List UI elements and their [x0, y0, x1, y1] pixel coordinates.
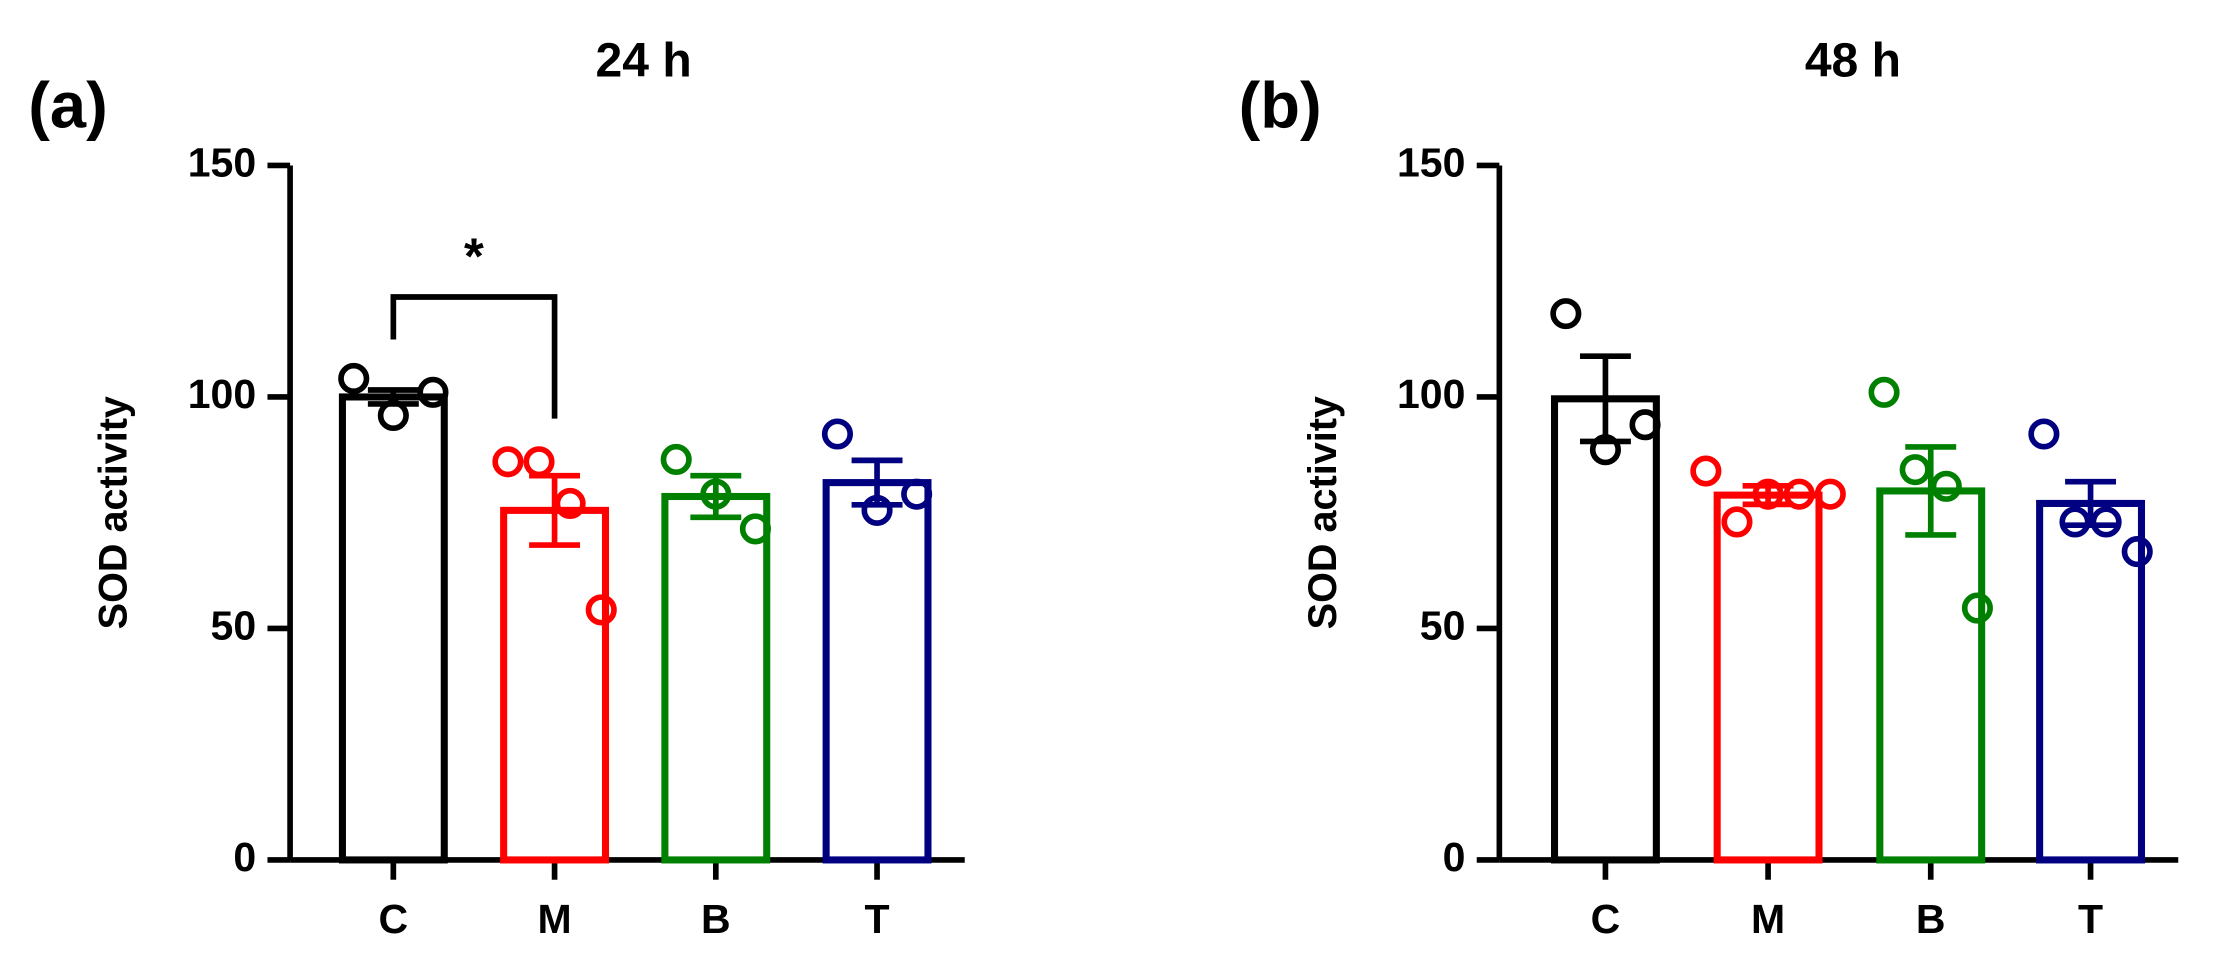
- significance-bracket: [390, 294, 558, 419]
- y-tick-label: 150: [1397, 139, 1465, 185]
- chart-title: 48 h: [1805, 33, 1901, 87]
- bar: [2036, 499, 2146, 864]
- x-tick-label: C: [1591, 896, 1621, 942]
- data-point: [1752, 478, 1784, 510]
- panel-label: (b): [1239, 69, 1322, 142]
- data-point: [1814, 478, 1846, 510]
- y-tick-label: 0: [1443, 834, 1466, 880]
- data-point: [1550, 298, 1582, 330]
- y-tick-label: 50: [1420, 602, 1466, 648]
- significance-label: *: [464, 228, 484, 285]
- data-point: [1721, 506, 1753, 538]
- bar: [1876, 487, 1986, 864]
- data-point: [901, 478, 933, 510]
- data-point: [417, 376, 449, 408]
- data-point: [1629, 409, 1661, 441]
- panel-label: (a): [28, 69, 108, 142]
- y-axis-label: SOD activity: [92, 396, 136, 629]
- x-tick-label: M: [1751, 896, 1785, 942]
- data-point: [492, 446, 524, 478]
- data-point: [660, 443, 692, 476]
- data-point: [2028, 418, 2060, 450]
- bar: [1713, 491, 1823, 864]
- x-tick-label: T: [2078, 896, 2103, 942]
- data-point: [523, 446, 555, 478]
- y-tick-label: 0: [233, 834, 256, 880]
- y-tick-label: 100: [1397, 371, 1465, 417]
- data-point: [1690, 455, 1722, 487]
- x-tick-label: T: [865, 896, 890, 942]
- data-point: [1961, 592, 1993, 624]
- data-point: [1783, 478, 1815, 510]
- bar: [1550, 395, 1660, 864]
- data-point: [739, 513, 771, 545]
- data-point: [1589, 434, 1621, 466]
- data-point: [585, 594, 617, 626]
- x-tick-label: B: [701, 896, 731, 942]
- data-point: [2090, 506, 2122, 538]
- data-point: [700, 478, 732, 510]
- y-tick-label: 100: [188, 371, 256, 417]
- data-point: [1899, 454, 1931, 486]
- data-point: [2121, 536, 2153, 568]
- data-point: [2059, 506, 2091, 538]
- bar: [661, 492, 771, 864]
- bar: [822, 479, 932, 864]
- data-point: [1868, 376, 1900, 408]
- error-bar: [2065, 478, 2117, 529]
- x-tick-label: B: [1916, 896, 1946, 942]
- data-point: [1930, 470, 1962, 502]
- data-point: [821, 418, 854, 450]
- y-tick-label: 50: [211, 602, 257, 648]
- error-bar: [1905, 444, 1957, 538]
- error-bar: [1579, 353, 1631, 445]
- x-tick-label: C: [379, 896, 409, 942]
- data-point: [338, 362, 370, 394]
- bar: [500, 506, 610, 864]
- y-tick-label: 150: [188, 139, 256, 185]
- chart-title: 24 h: [596, 33, 692, 87]
- bar: [338, 393, 448, 864]
- x-tick-label: M: [537, 896, 571, 942]
- data-point: [554, 487, 586, 519]
- data-point: [861, 494, 893, 526]
- data-point: [377, 399, 409, 432]
- y-axis-label: SOD activity: [1301, 396, 1345, 629]
